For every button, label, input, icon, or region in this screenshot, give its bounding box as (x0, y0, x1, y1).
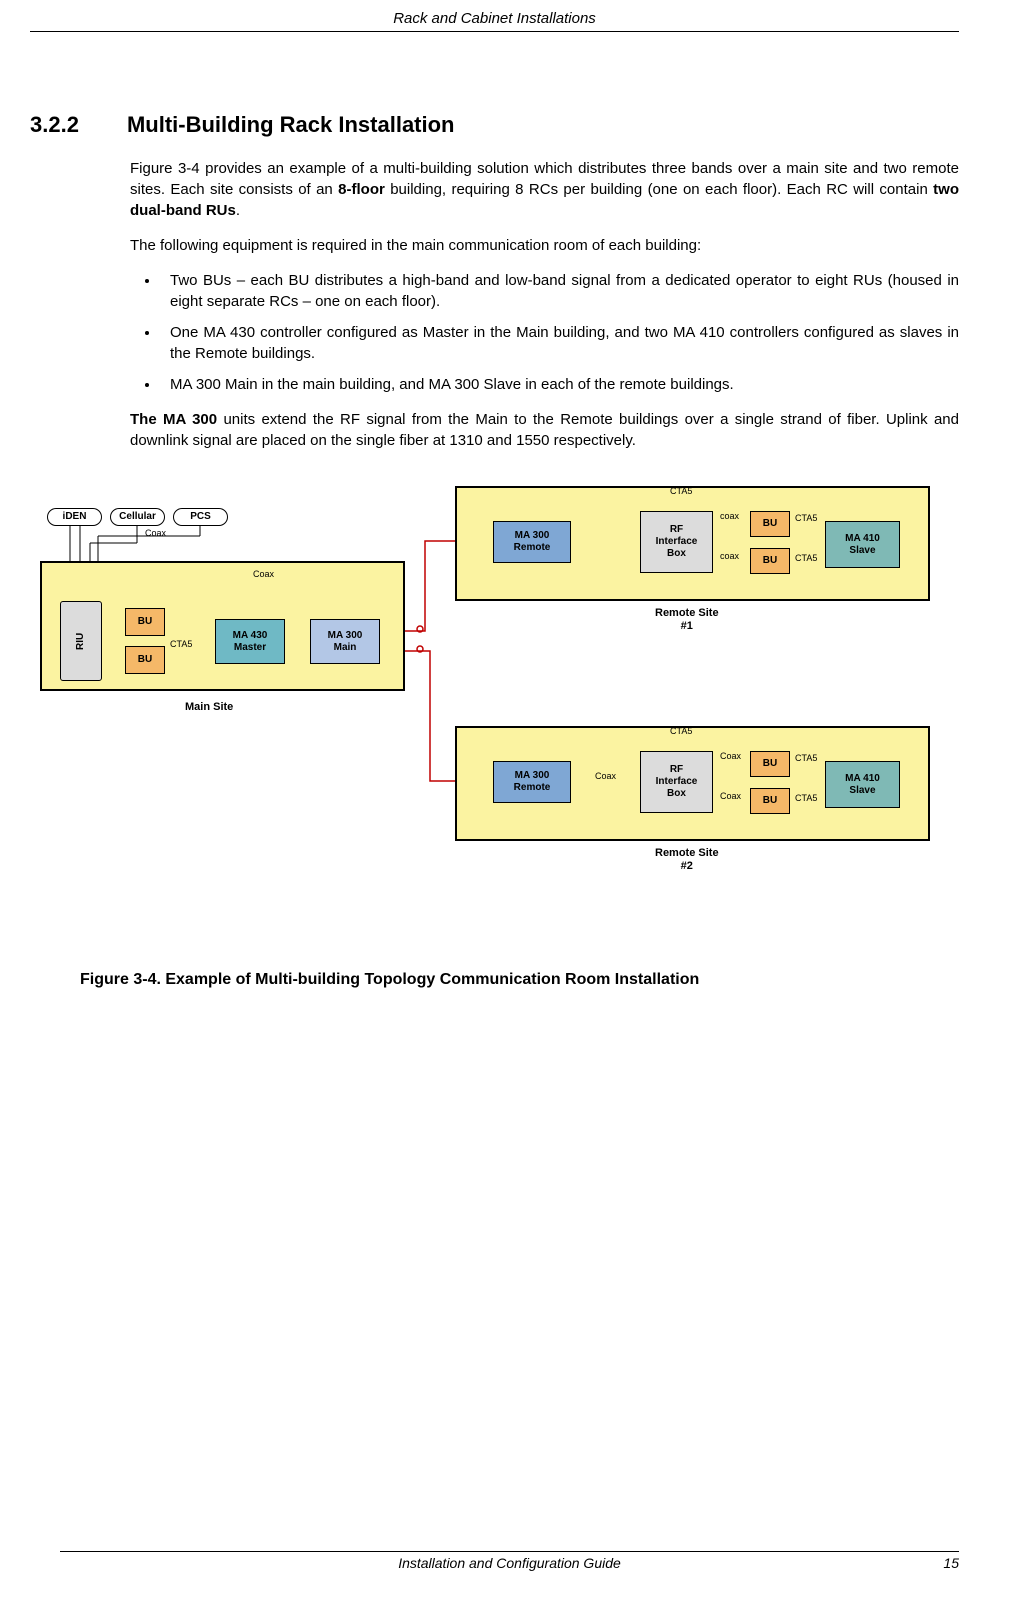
ma410-slave-1: MA 410 Slave (825, 521, 900, 568)
bu-r1-a: BU (750, 511, 790, 537)
coax-label-main1: Coax (145, 528, 166, 538)
footer-center: Installation and Configuration Guide (398, 1555, 621, 1571)
coax-r2-m: Coax (595, 771, 616, 781)
bu-r1-b: BU (750, 548, 790, 574)
paragraph-3: The MA 300 units extend the RF signal fr… (130, 409, 959, 451)
cta5-r1-b: CTA5 (795, 553, 817, 563)
pill-pcs: PCS (173, 508, 228, 526)
riu-box: RIU (60, 601, 102, 681)
rf-interface-box-2: RF Interface Box (640, 751, 713, 813)
coax-r1-a: coax (720, 511, 739, 521)
bullet-2: One MA 430 controller configured as Mast… (160, 322, 959, 364)
ma410-slave-2: MA 410 Slave (825, 761, 900, 808)
section-heading: 3.2.2 Multi-Building Rack Installation (30, 112, 959, 138)
figure-caption: Figure 3-4. Example of Multi-building To… (80, 971, 959, 989)
coax-r1-b: coax (720, 551, 739, 561)
bullet-1: Two BUs – each BU distributes a high-ban… (160, 270, 959, 312)
cta5-r2-b: CTA5 (795, 793, 817, 803)
section-title: Multi-Building Rack Installation (127, 112, 455, 138)
paragraph-2: The following equipment is required in t… (130, 235, 959, 256)
cta5-r2-top: CTA5 (670, 726, 692, 736)
cta5-r1-a: CTA5 (795, 513, 817, 523)
pill-iden: iDEN (47, 508, 102, 526)
pill-cellular: Cellular (110, 508, 165, 526)
page-footer: Installation and Configuration Guide 15 (60, 1551, 959, 1571)
bu-r2-a: BU (750, 751, 790, 777)
coax-r2-a: Coax (720, 751, 741, 761)
ma300-remote-2: MA 300 Remote (493, 761, 571, 803)
coax-r2-b: Coax (720, 791, 741, 801)
diagram: iDEN Cellular PCS Coax Coax RIU BU BU CT… (30, 481, 950, 941)
coax-label-main2: Coax (253, 569, 274, 579)
ma300-main: MA 300 Main (310, 619, 380, 664)
bu-r2-b: BU (750, 788, 790, 814)
remote-site-2-label: Remote Site #2 (655, 847, 719, 873)
bullet-list: Two BUs – each BU distributes a high-ban… (160, 270, 959, 395)
bullet-3: MA 300 Main in the main building, and MA… (160, 374, 959, 395)
section-number: 3.2.2 (30, 112, 79, 138)
paragraph-1: Figure 3-4 provides an example of a mult… (130, 158, 959, 221)
remote-site-1-label: Remote Site #1 (655, 607, 719, 633)
cta5-r2-a: CTA5 (795, 753, 817, 763)
cta5-main: CTA5 (170, 639, 192, 649)
bu-main-1: BU (125, 608, 165, 636)
ma430-master: MA 430 Master (215, 619, 285, 664)
footer-page-number: 15 (943, 1555, 959, 1571)
main-site-label: Main Site (185, 701, 233, 714)
rf-interface-box-1: RF Interface Box (640, 511, 713, 573)
page-header: Rack and Cabinet Installations (30, 10, 959, 32)
ma300-remote-1: MA 300 Remote (493, 521, 571, 563)
cta5-r1-top: CTA5 (670, 486, 692, 496)
bu-main-2: BU (125, 646, 165, 674)
